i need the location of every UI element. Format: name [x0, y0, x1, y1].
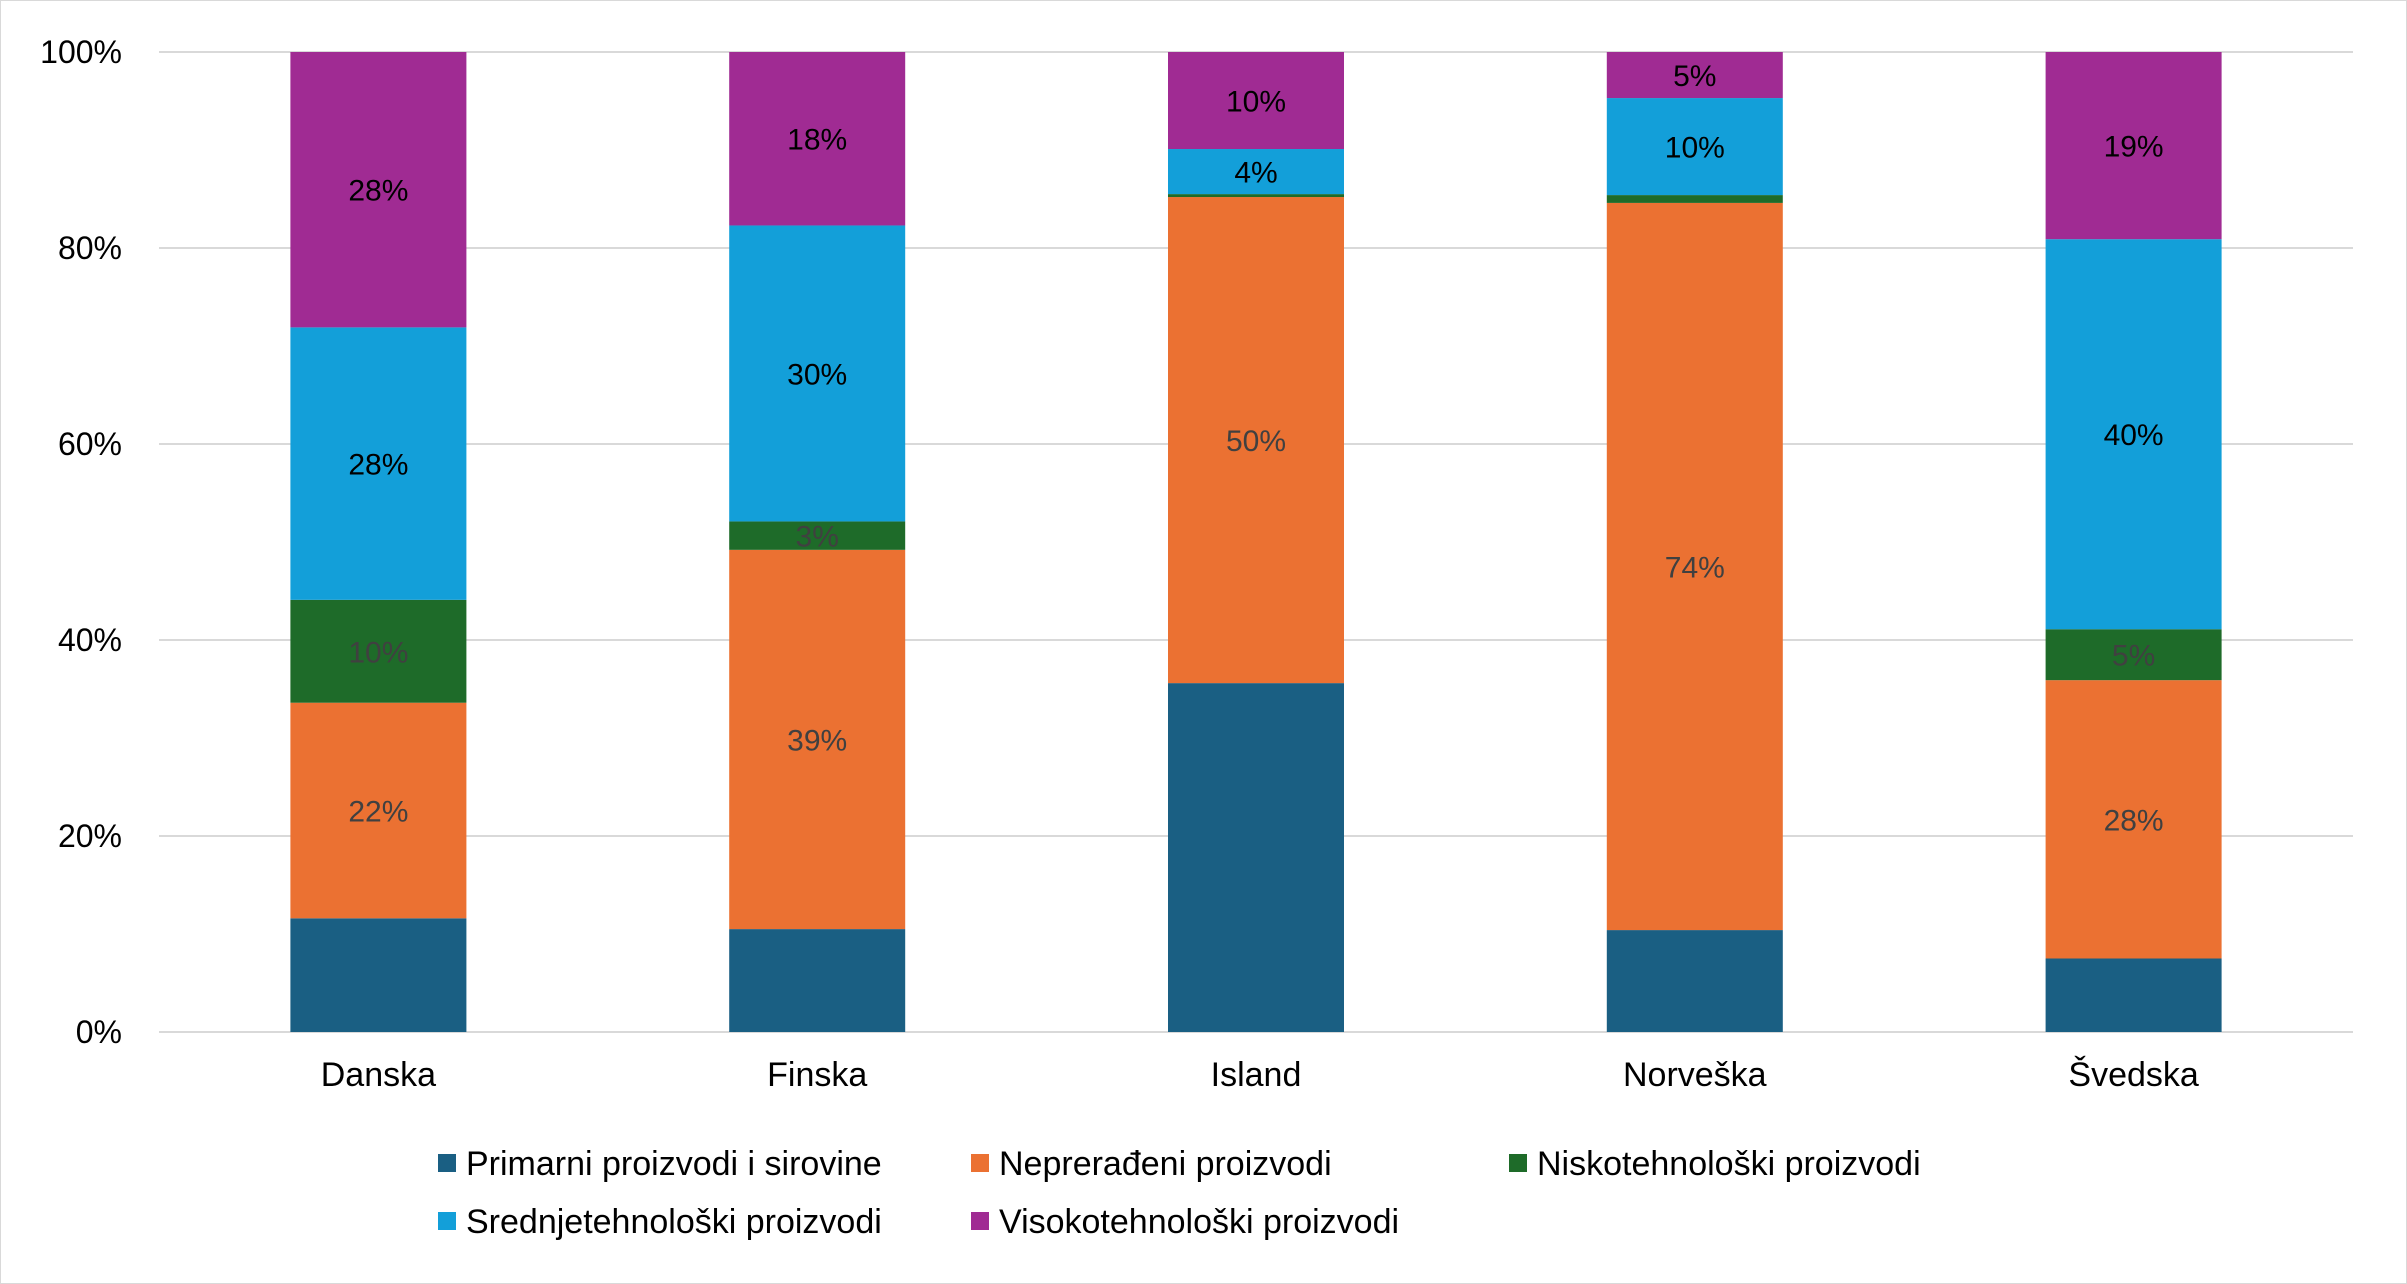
legend-swatch	[971, 1154, 989, 1172]
data-label: 4%	[1234, 157, 1277, 190]
data-label: 5%	[2112, 640, 2155, 673]
y-tick-label: 100%	[40, 34, 122, 70]
bar-segment	[2045, 629, 2222, 681]
legend-swatch	[438, 1212, 456, 1230]
legend: Primarni proizvodi i sirovine Neprerađeni…	[438, 1145, 1921, 1241]
data-label: 40%	[2104, 419, 2164, 452]
bar-segment	[1168, 683, 1344, 1032]
y-axis: 0% 20% 40% 60% 80% 100%	[40, 34, 122, 1050]
bar-segment	[290, 52, 467, 328]
x-tick-label: Švedska	[2068, 1056, 2198, 1094]
y-tick-label: 0%	[76, 1014, 122, 1050]
data-label: 39%	[787, 724, 847, 757]
data-label: 28%	[348, 175, 408, 208]
bar-segment	[729, 521, 906, 550]
bar-segment	[1168, 194, 1344, 198]
legend-label: Visokotehnološki proizvodi	[999, 1203, 1399, 1241]
bar-segment	[1606, 202, 1783, 931]
data-label: 3%	[796, 521, 839, 554]
bar-segment	[1606, 195, 1783, 203]
legend-swatch	[438, 1154, 456, 1172]
y-tick-label: 40%	[58, 622, 122, 658]
data-label: 19%	[2104, 131, 2164, 164]
x-tick-label: Danska	[321, 1056, 436, 1094]
bar-segment	[1606, 98, 1783, 196]
y-tick-label: 60%	[58, 426, 122, 462]
bar-segment	[729, 549, 906, 930]
bar-segment	[2045, 52, 2222, 240]
x-axis: Danska Finska Island Norveška Švedska	[321, 1056, 2199, 1094]
data-label: 18%	[787, 124, 847, 157]
data-label: 10%	[348, 636, 408, 669]
legend-label: Niskotehnološki proizvodi	[1537, 1145, 1921, 1183]
data-label: 30%	[787, 358, 847, 391]
legend-label: Primarni proizvodi i sirovine	[466, 1145, 882, 1183]
bar-segment	[1168, 149, 1344, 195]
bar-segment	[1168, 197, 1344, 684]
bar-segment	[2045, 958, 2222, 1032]
bar-segment	[2045, 239, 2222, 630]
bar-segment	[1606, 930, 1783, 1032]
data-label: 10%	[1665, 132, 1725, 165]
data-label: 5%	[1673, 60, 1716, 93]
data-label: 22%	[348, 796, 408, 829]
data-label: 10%	[1226, 86, 1286, 119]
bar-segment	[290, 599, 467, 703]
bar-segment	[290, 918, 467, 1032]
data-label: 74%	[1665, 552, 1725, 585]
data-label: 28%	[348, 449, 408, 482]
bar-segment	[729, 929, 906, 1032]
x-tick-label: Norveška	[1623, 1056, 1767, 1094]
legend-label: Neprerađeni proizvodi	[999, 1145, 1332, 1183]
bar-segment	[2045, 680, 2222, 959]
bar-segment	[729, 225, 906, 522]
x-tick-label: Finska	[767, 1056, 867, 1094]
x-tick-label: Island	[1211, 1056, 1302, 1094]
bar-segment	[290, 327, 467, 600]
bars: 22% 10% 28% 28% 39% 3% 30% 18% 50% 4% 10% 74% 10% 5% 2…	[290, 52, 2222, 1032]
data-label: 50%	[1226, 425, 1286, 458]
y-tick-label: 80%	[58, 230, 122, 266]
legend-swatch	[1509, 1154, 1527, 1172]
bar-segment	[729, 52, 906, 226]
bar-segment	[1168, 52, 1344, 150]
bar-segment	[1606, 52, 1783, 99]
legend-label: Srednjetehnološki proizvodi	[466, 1203, 882, 1241]
y-tick-label: 20%	[58, 818, 122, 854]
data-label: 28%	[2104, 804, 2164, 837]
legend-swatch	[971, 1212, 989, 1230]
bar-segment	[290, 702, 467, 919]
